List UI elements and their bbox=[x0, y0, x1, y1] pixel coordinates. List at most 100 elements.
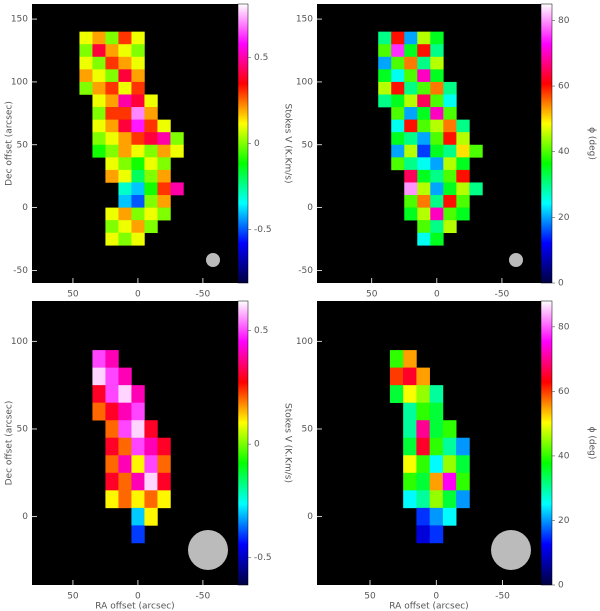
x-tick-label: 0 bbox=[135, 290, 141, 300]
map-cell bbox=[118, 472, 132, 491]
colorbar-label: Stokes V (K.Km/s) bbox=[283, 104, 293, 184]
x-tick-label: 50 bbox=[366, 290, 378, 300]
y-tick-label: -50 bbox=[13, 266, 28, 276]
map-cell bbox=[92, 69, 106, 83]
map-cell bbox=[79, 31, 93, 45]
map-cell bbox=[416, 402, 430, 421]
map-cell bbox=[118, 169, 132, 183]
map-cell bbox=[456, 455, 470, 474]
map-cell bbox=[118, 385, 132, 403]
map-cell bbox=[118, 220, 132, 234]
map-cell bbox=[118, 367, 132, 386]
map-cell bbox=[105, 94, 119, 108]
map-cell bbox=[403, 490, 417, 509]
map-cell bbox=[456, 195, 470, 208]
colorbar-tick-label: 0 bbox=[558, 581, 564, 591]
x-tick-label: 0 bbox=[135, 592, 141, 602]
map-cell bbox=[105, 367, 119, 386]
map-cell bbox=[416, 490, 430, 509]
map-cell bbox=[92, 402, 106, 421]
colorbar-tick-label: 20 bbox=[558, 516, 570, 526]
map-cell bbox=[404, 144, 418, 158]
map-cell bbox=[105, 402, 119, 421]
map-cell bbox=[131, 144, 145, 158]
map-cell bbox=[118, 132, 132, 146]
map-cell bbox=[157, 119, 171, 133]
map-cell bbox=[105, 420, 119, 439]
map-cell bbox=[403, 385, 417, 403]
map-cell bbox=[118, 144, 132, 158]
map-cell bbox=[131, 44, 145, 58]
map-cell bbox=[416, 420, 430, 439]
map-cell bbox=[442, 472, 457, 491]
map-cell bbox=[105, 437, 119, 456]
map-cell bbox=[442, 507, 457, 526]
map-cell bbox=[144, 107, 158, 120]
map-cell bbox=[391, 81, 405, 95]
map-cell bbox=[378, 81, 392, 95]
colorbar-tick-label: 80 bbox=[558, 322, 570, 332]
y-tick-label: 0 bbox=[307, 512, 313, 522]
map-cell bbox=[403, 455, 417, 474]
colorbar bbox=[540, 300, 553, 586]
map-cell bbox=[118, 31, 132, 45]
x-tick-label: -50 bbox=[196, 290, 211, 300]
map-cell bbox=[430, 31, 444, 45]
beam bbox=[206, 253, 220, 267]
map-cell bbox=[430, 169, 444, 183]
map-cell bbox=[443, 107, 457, 120]
map-cell bbox=[391, 119, 405, 133]
map-cell bbox=[391, 44, 405, 58]
colorbar-tick-label: 40 bbox=[558, 147, 570, 157]
y-axis-label: Dec offset (arcsec) bbox=[5, 401, 15, 486]
map-cell bbox=[417, 31, 431, 45]
map-cell bbox=[416, 472, 430, 491]
map-cell bbox=[443, 94, 457, 108]
map-cell bbox=[456, 157, 470, 171]
map-cell bbox=[92, 367, 106, 386]
map-cell bbox=[144, 119, 158, 133]
map-cell bbox=[131, 182, 145, 196]
colorbar-label: ϕ (deg) bbox=[587, 127, 597, 160]
map-cell bbox=[105, 44, 119, 58]
map-cell bbox=[92, 94, 106, 108]
map-cell bbox=[144, 169, 158, 183]
map-cell bbox=[118, 182, 132, 196]
map-cell bbox=[443, 119, 457, 133]
beam bbox=[491, 530, 531, 570]
y-tick-label: 50 bbox=[302, 424, 314, 434]
map-cell bbox=[404, 182, 418, 196]
map-cell bbox=[430, 220, 444, 234]
y-tick-label: 150 bbox=[11, 15, 28, 25]
map-cell bbox=[404, 195, 418, 208]
y-tick-label: 0 bbox=[22, 203, 28, 213]
colorbar-tick-label: 0.5 bbox=[254, 53, 268, 63]
map-cell bbox=[417, 182, 431, 196]
map-cell bbox=[118, 402, 132, 421]
map-cell bbox=[92, 132, 106, 146]
map-cell bbox=[144, 472, 158, 491]
map-cell bbox=[404, 107, 418, 120]
colorbar-tick-label: 20 bbox=[558, 213, 570, 223]
map-cell bbox=[416, 525, 430, 544]
map-cell bbox=[157, 455, 171, 474]
map-cell bbox=[404, 157, 418, 171]
map-cell bbox=[170, 182, 184, 196]
map-cell bbox=[131, 169, 145, 183]
map-cell bbox=[443, 132, 457, 146]
map-cell bbox=[79, 69, 93, 83]
map-cell bbox=[105, 157, 119, 171]
x-axis-label: RA offset (arcsec) bbox=[389, 602, 468, 611]
map-cell bbox=[131, 195, 145, 208]
map-cell bbox=[417, 119, 431, 133]
map-cell bbox=[456, 472, 470, 491]
map-cell bbox=[430, 144, 444, 158]
map-cell bbox=[118, 455, 132, 474]
beam bbox=[188, 530, 228, 570]
map-cell bbox=[144, 490, 158, 509]
x-tick-label: -50 bbox=[495, 592, 510, 602]
map-cell bbox=[118, 232, 132, 246]
map-cell bbox=[442, 420, 457, 439]
colorbar bbox=[237, 300, 249, 586]
maps: 50 0 -50 -50 0 50 100 150 Dec offset (arcsec) -0.… bbox=[5, 3, 597, 611]
